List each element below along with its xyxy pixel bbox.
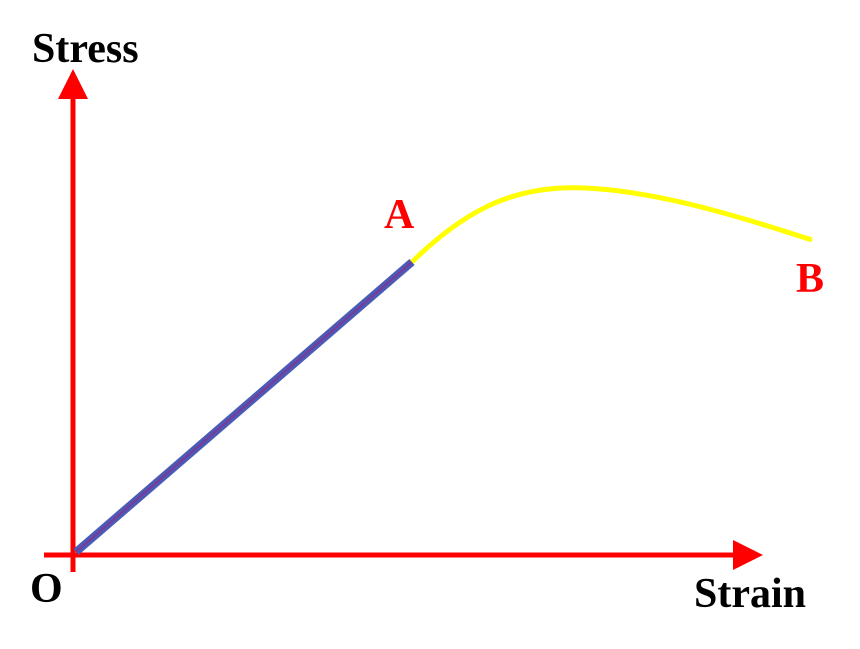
point-a-label: A [384, 192, 415, 238]
origin-label: O [30, 566, 63, 612]
linear-segment-inner [75, 261, 413, 553]
x-axis-label: Strain [694, 571, 806, 617]
y-axis-label: Stress [32, 26, 139, 72]
curve-segment [410, 185, 813, 264]
point-b-label: B [796, 256, 824, 302]
